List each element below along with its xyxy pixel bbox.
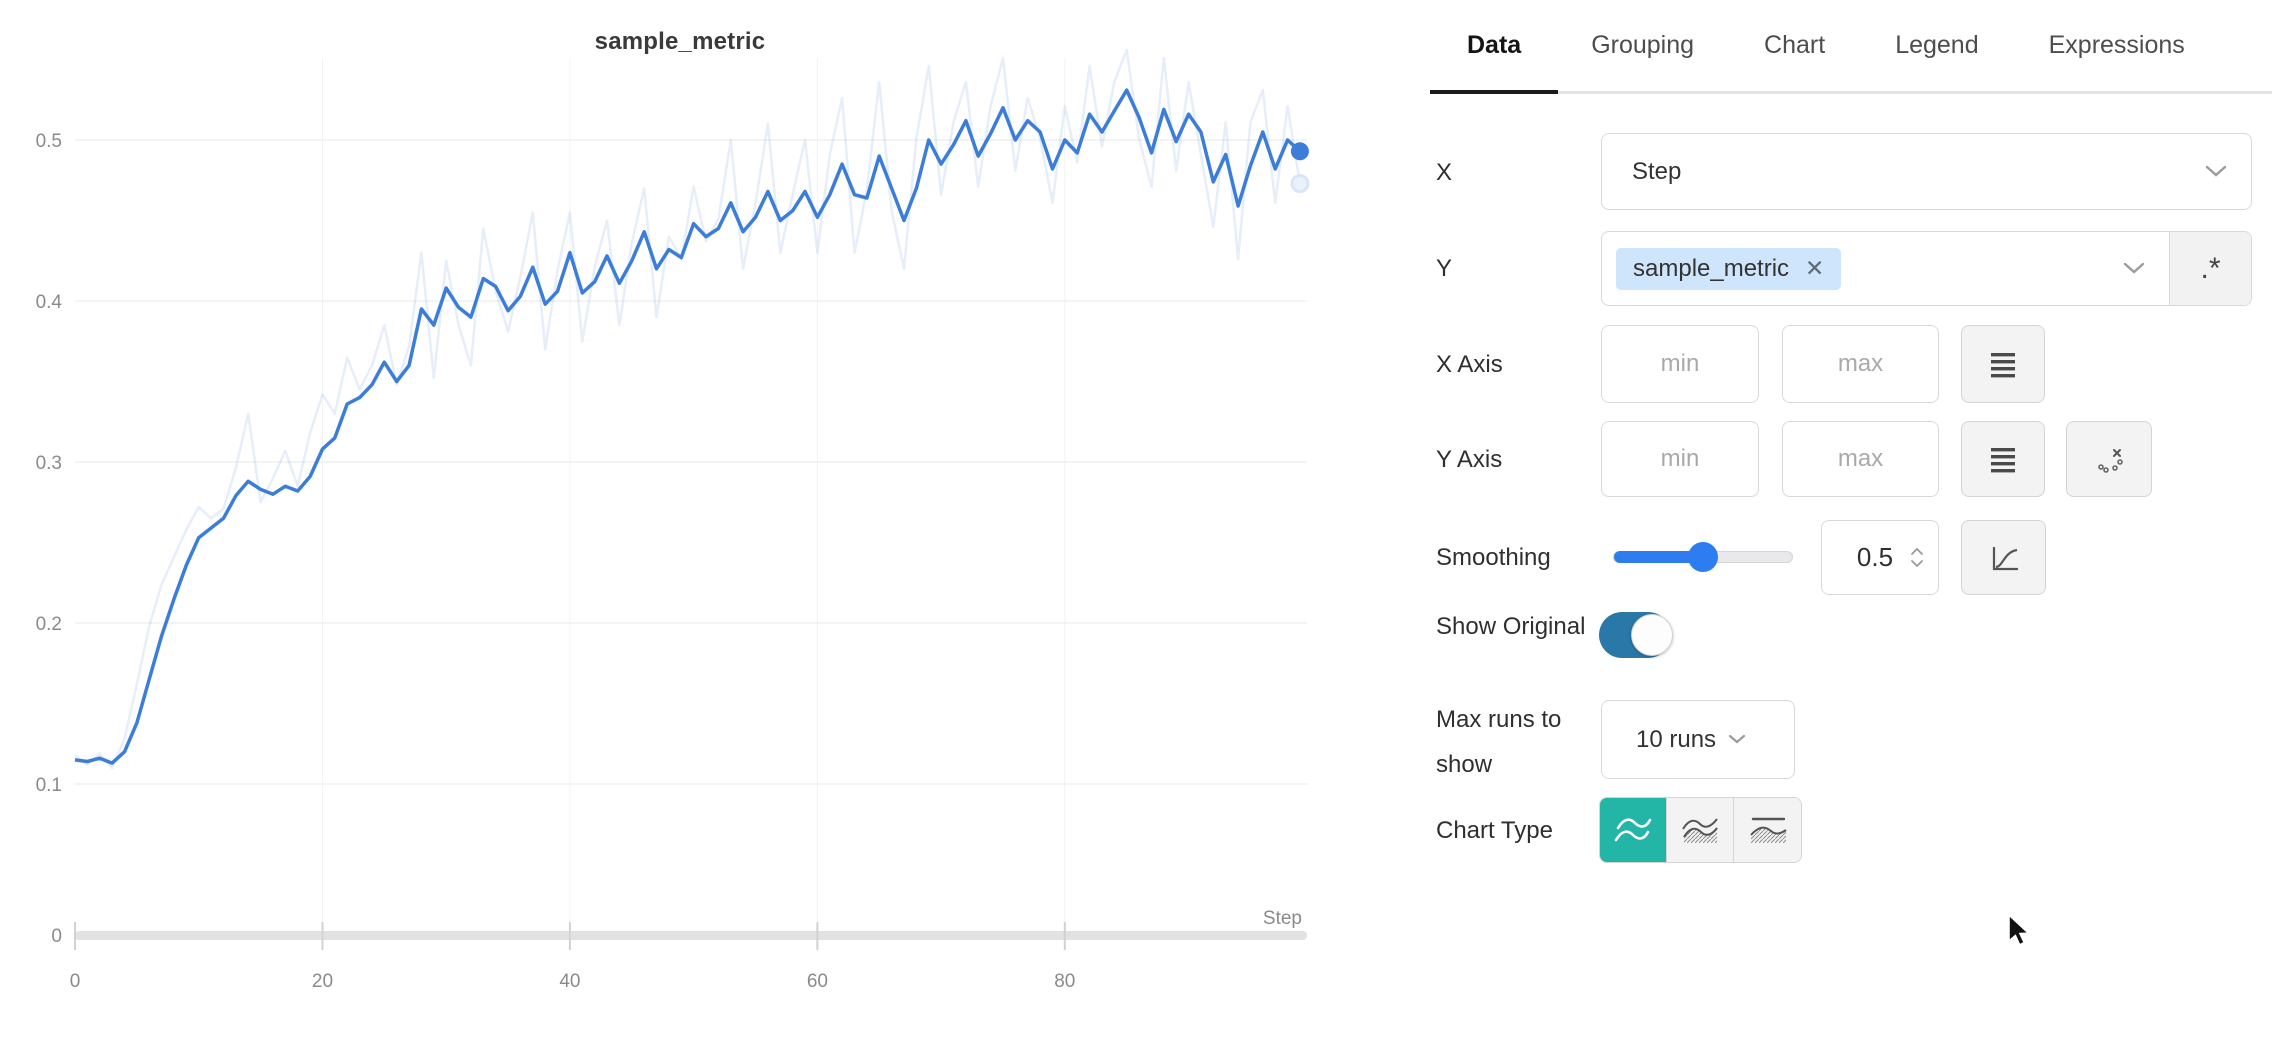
x-tick-label: 40 [559,971,580,992]
y-axis-log-scale-button[interactable] [1961,421,2045,497]
smoothing-value: 0.5 [1856,542,1894,572]
y-tick-label: 0.5 [36,131,62,152]
chevron-down-icon [1728,734,1746,744]
smoothing-slider[interactable] [1613,542,1793,572]
chart-settings-panel: Data Grouping Chart Legend Expressions X… [1430,0,2272,1040]
x-tick-label: 20 [312,971,333,992]
y-metric-tag: sample_metric ✕ [1616,247,1842,290]
max-runs-label: Max runs to show [1436,706,1562,778]
x-axis-label: X Axis [1436,351,1503,378]
y-metric-select[interactable]: sample_metric ✕ .* [1601,231,2252,306]
x-tick-label: 0 [70,971,81,992]
smoothed-line [74,88,1302,765]
chevron-down-icon [1911,560,1923,568]
x-axis-bar [75,931,1307,940]
x-metric-value: Step [1632,157,1682,185]
y-axis-min-input[interactable] [1602,422,1758,496]
metric-chart[interactable]: 0 0.1 0.2 0.3 0.4 0.5 0 20 40 60 80 Step [0,0,1430,1040]
smoothed-endpoint-dot [1290,142,1309,161]
x-axis-max-field [1782,325,1939,403]
y-axis-max-field [1782,421,1939,497]
x-tick-label: 80 [1054,971,1075,992]
line-chart-icon [1614,818,1652,842]
show-original-label: Show Original [1436,613,1586,640]
smoothing-stepper[interactable] [1910,547,1924,568]
smoothing-slider-fill [1614,551,1703,563]
tab-chart[interactable]: Chart [1764,31,1826,59]
outliers-icon [2098,449,2123,473]
show-original-toggle[interactable] [1599,612,1673,658]
tab-legend[interactable]: Legend [1895,31,1979,59]
x-axis-log-scale-button[interactable] [1961,325,2045,403]
chart-type-group [1599,797,1802,863]
mouse-cursor-icon [2008,914,2031,946]
smoothing-slider-thumb[interactable] [1688,542,1718,572]
stddev-area-icon [1749,817,1787,843]
original-endpoint-dot [1290,174,1310,193]
tab-expressions[interactable]: Expressions [2048,31,2185,59]
y-axis-max-input[interactable] [1783,422,1938,496]
chevron-down-icon [2205,165,2227,177]
chart-panel: 0 0.1 0.2 0.3 0.4 0.5 0 20 40 60 80 Step sample_met… [0,0,1430,1040]
x-axis-max-input[interactable] [1783,326,1938,402]
smoothing-label: Smoothing [1436,544,1551,571]
smoothing-type-button[interactable] [1961,520,2046,595]
chart-type-area-button[interactable] [1667,798,1734,862]
log-scale-icon [1991,448,2015,473]
y-tick-label: 0.3 [36,453,62,474]
toggle-knob [1631,614,1673,656]
x-axis-title: Step [1263,908,1302,929]
x-field-label: X [1436,159,1453,186]
x-axis-min-field [1601,325,1759,403]
y-axis-label: Y Axis [1436,446,1503,473]
y-tick-label: 0 [51,926,62,947]
x-metric-select[interactable]: Step [1601,133,2252,210]
chart-type-label: Chart Type [1436,817,1553,844]
y-field-label: Y [1436,255,1453,282]
ignore-outliers-button[interactable] [2066,421,2152,497]
x-tick-label: 60 [807,971,828,992]
min-max-area-icon [1682,818,1718,843]
chart-type-line-button[interactable] [1600,798,1667,862]
y-tick-label: 0.4 [36,292,63,313]
tab-data[interactable]: Data [1430,0,1559,94]
chevron-down-icon [2123,262,2145,274]
smoothing-curve-icon [1992,546,2018,570]
y-tick-label: 0.2 [36,614,62,635]
y-metric-tag-label: sample_metric [1633,254,1790,282]
y-tick-label: 0.1 [36,775,62,796]
max-runs-value: 10 runs [1636,725,1717,753]
tab-grouping[interactable]: Grouping [1591,31,1695,59]
x-axis-min-input[interactable] [1602,326,1758,402]
regex-toggle-button[interactable]: .* [2169,232,2251,305]
chevron-up-icon [1911,547,1923,555]
smoothing-value-field[interactable]: 0.5 [1821,520,1939,595]
original-line [74,48,1302,770]
remove-metric-icon[interactable]: ✕ [1805,255,1825,281]
max-runs-select[interactable]: 10 runs [1601,700,1795,779]
log-scale-icon [1991,353,2015,378]
y-axis-min-field [1601,421,1759,497]
chart-title: sample_metric [594,28,766,55]
settings-tabbar: Data Grouping Chart Legend Expressions [1430,0,2272,94]
y-metric-main[interactable]: sample_metric ✕ [1602,232,2169,305]
chart-type-stddev-button[interactable] [1734,798,1801,862]
